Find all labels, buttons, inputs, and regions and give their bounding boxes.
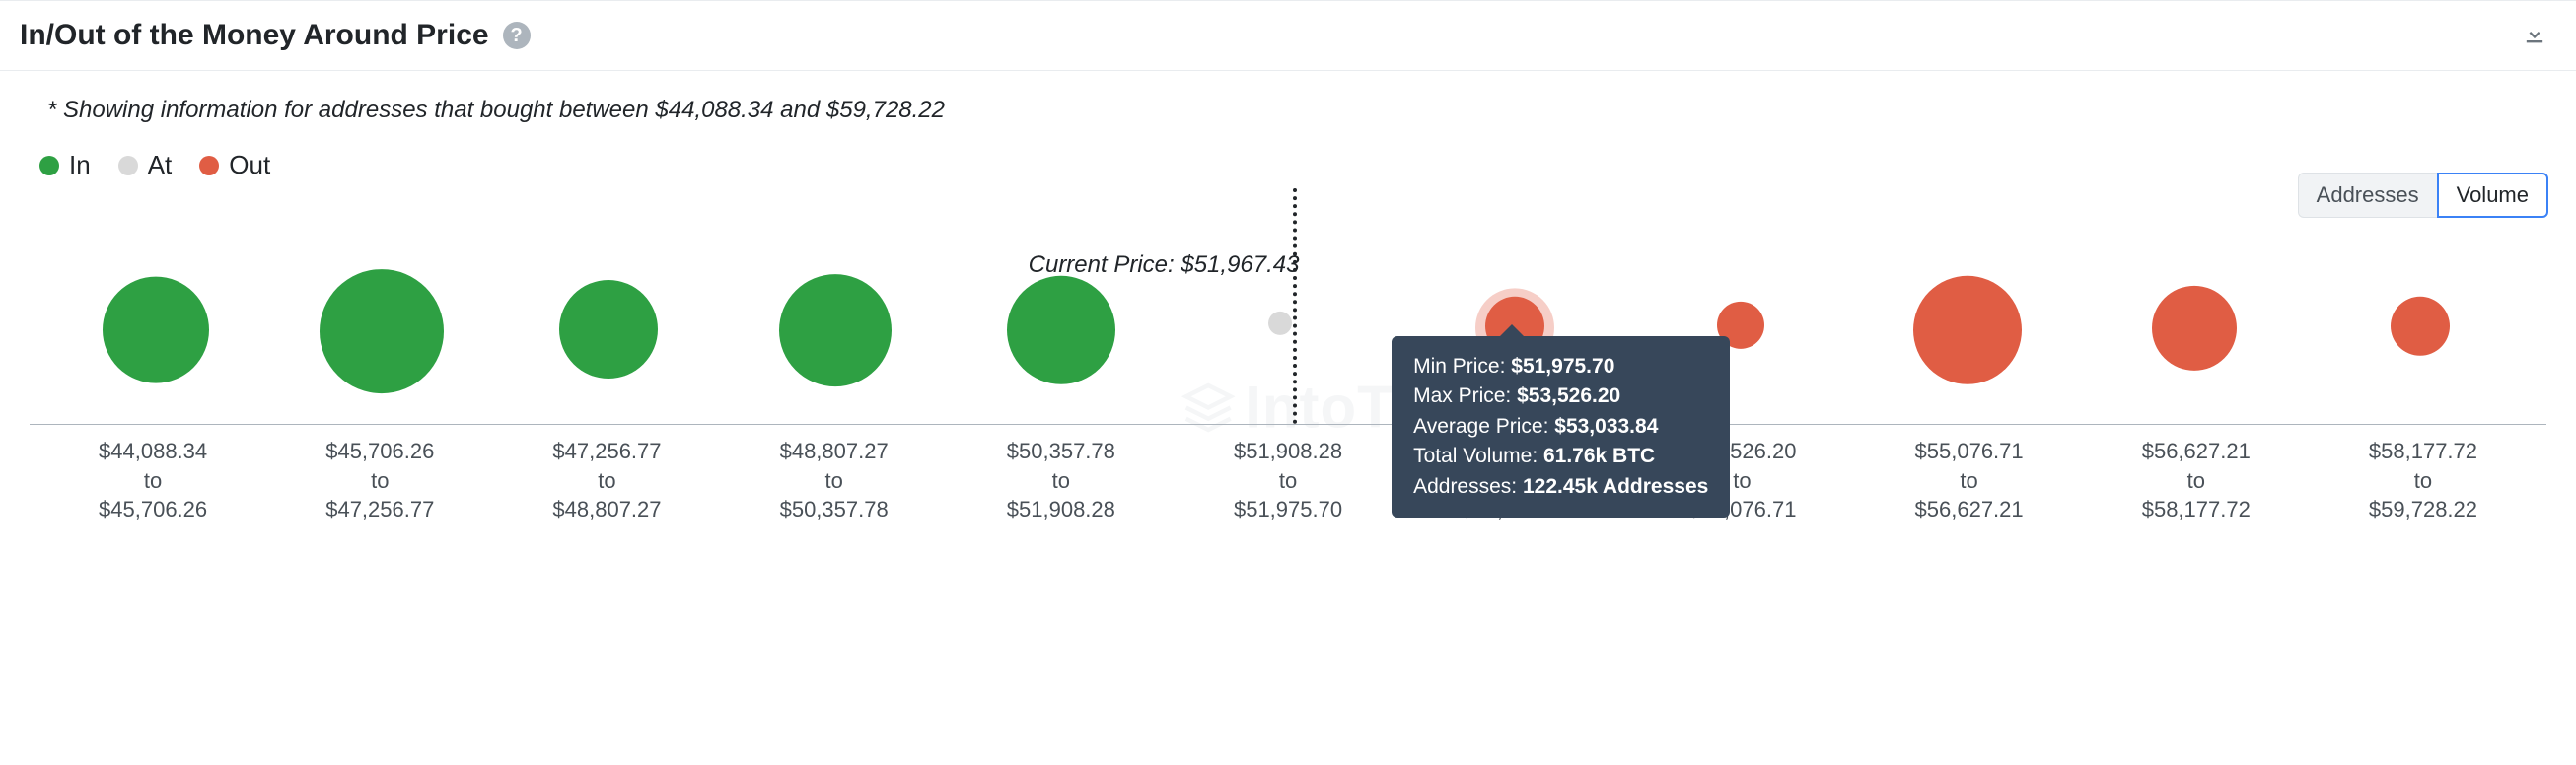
toggle-row: Addresses Volume — [0, 173, 2576, 218]
legend-dot-in — [39, 156, 59, 175]
x-label: $45,706.26to$47,256.77 — [266, 437, 493, 524]
bubble-in[interactable] — [320, 269, 444, 393]
x-label: $56,627.21to$58,177.72 — [2083, 437, 2310, 524]
price-divider — [1293, 188, 1297, 424]
x-label: $55,076.71to$56,627.21 — [1856, 437, 2083, 524]
legend-item-at[interactable]: At — [118, 150, 173, 180]
x-label: $44,088.34to$45,706.26 — [39, 437, 266, 524]
x-label: $58,177.72to$59,728.22 — [2310, 437, 2537, 524]
toggle-volume[interactable]: Volume — [2437, 173, 2548, 218]
legend-label-out: Out — [229, 150, 270, 180]
bubble-out[interactable] — [2152, 285, 2237, 370]
x-label: $50,357.78to$51,908.28 — [948, 437, 1175, 524]
bubble-in[interactable] — [1007, 275, 1115, 383]
chart-area — [30, 218, 2546, 425]
legend-label-at: At — [148, 150, 173, 180]
bubble-in[interactable] — [559, 280, 658, 379]
x-axis-labels: $44,088.34to$45,706.26$45,706.26to$47,25… — [30, 425, 2546, 544]
bubble-out[interactable] — [1913, 275, 2022, 383]
subtitle: * Showing information for addresses that… — [0, 71, 2576, 132]
bubble-in[interactable] — [779, 274, 892, 386]
title-wrap: In/Out of the Money Around Price ? — [20, 19, 531, 52]
legend-item-out[interactable]: Out — [199, 150, 270, 180]
x-label: $48,807.27to$50,357.78 — [721, 437, 948, 524]
x-label: $51,908.28to$51,975.70 — [1175, 437, 1401, 524]
legend-dot-at — [118, 156, 138, 175]
panel-header: In/Out of the Money Around Price ? — [0, 1, 2576, 71]
toggle-group: Addresses Volume — [2298, 173, 2548, 218]
x-label: $47,256.77to$48,807.27 — [493, 437, 720, 524]
legend-label-in: In — [69, 150, 91, 180]
bubble-out[interactable] — [2391, 296, 2450, 355]
tooltip: Min Price: $51,975.70Max Price: $53,526.… — [1392, 336, 1730, 518]
legend-item-in[interactable]: In — [39, 150, 91, 180]
panel-title: In/Out of the Money Around Price — [20, 19, 489, 52]
bubble-at[interactable] — [1268, 311, 1292, 334]
legend-dot-out — [199, 156, 219, 175]
chart-panel: In/Out of the Money Around Price ? * Sho… — [0, 0, 2576, 544]
bubble-in[interactable] — [103, 276, 209, 382]
toggle-addresses[interactable]: Addresses — [2298, 173, 2437, 218]
help-icon[interactable]: ? — [503, 22, 531, 49]
chart-wrap: IntoT Current Price: $51,967.43 Min Pric… — [0, 218, 2576, 544]
download-icon[interactable] — [2521, 20, 2548, 52]
